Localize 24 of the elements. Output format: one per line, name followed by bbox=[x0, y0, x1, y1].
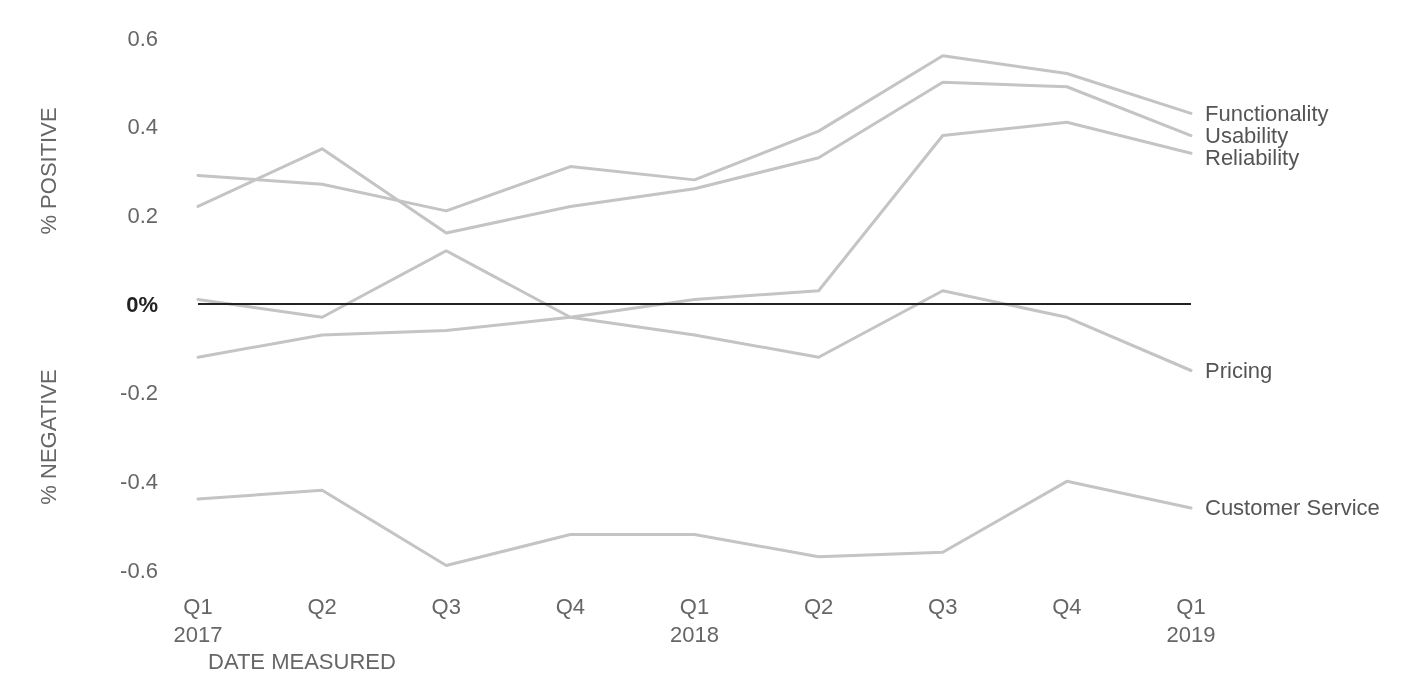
text: % NEGATIVE bbox=[35, 369, 61, 505]
series-label: Pricing bbox=[1205, 358, 1273, 383]
x-tick-label: Q2 bbox=[307, 593, 337, 619]
y-tick-label: 0.6 bbox=[127, 25, 158, 51]
y-tick-label: -0.2 bbox=[120, 380, 158, 406]
y-tick-label: 0.4 bbox=[127, 114, 158, 140]
x-tick-label: Q1 2019 bbox=[1166, 593, 1216, 647]
series-label: Customer Service bbox=[1205, 495, 1380, 521]
x-tick-label: Q4 bbox=[555, 593, 586, 619]
series-label: Functionality bbox=[1205, 100, 1329, 126]
line-series bbox=[196, 479, 1193, 568]
y-axis-title: % POSITIVE bbox=[35, 107, 61, 235]
x-tick-label: Q3 bbox=[928, 593, 958, 619]
y-tick-label: 0.2 bbox=[127, 202, 158, 228]
x-tick-label: Q2 bbox=[803, 593, 834, 619]
x-tick-label: Q3 bbox=[431, 593, 461, 619]
y-tick-label: -0.6 bbox=[120, 557, 158, 583]
x-axis-title: DATE MEASURED bbox=[208, 648, 396, 674]
series-label: Usability bbox=[1205, 123, 1289, 149]
x-tick-label: Q4 bbox=[1052, 593, 1082, 619]
x-tick-label: Q1 2017 bbox=[173, 593, 223, 647]
y-tick-label: -0.4 bbox=[120, 468, 158, 494]
x-tick-label: Q1 2018 bbox=[670, 593, 719, 647]
y-tick-label: 0% bbox=[126, 291, 158, 317]
